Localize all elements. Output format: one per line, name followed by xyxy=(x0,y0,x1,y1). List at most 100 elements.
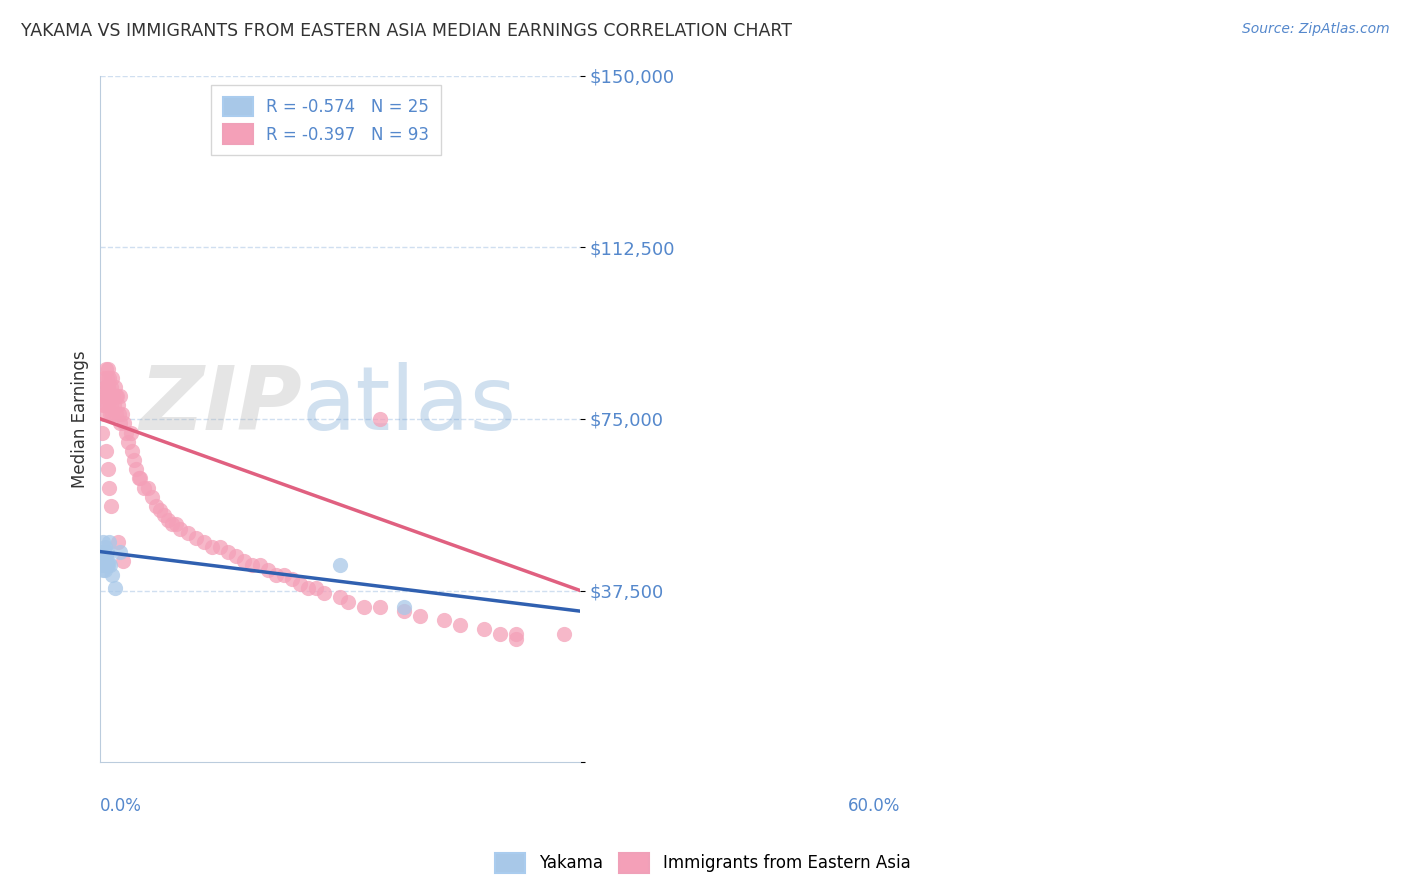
Text: 60.0%: 60.0% xyxy=(848,797,900,814)
Point xyxy=(96,554,118,568)
Text: Source: ZipAtlas.com: Source: ZipAtlas.com xyxy=(1241,22,1389,37)
Point xyxy=(94,540,117,554)
Legend: R = -0.574   N = 25, R = -0.397   N = 93: R = -0.574 N = 25, R = -0.397 N = 93 xyxy=(211,86,440,155)
Point xyxy=(186,531,208,545)
Point xyxy=(110,544,132,558)
Point xyxy=(240,558,263,573)
Point xyxy=(297,581,319,595)
Point xyxy=(266,567,288,582)
Point xyxy=(329,591,352,605)
Point xyxy=(94,380,117,394)
Point xyxy=(257,563,280,577)
Text: 0.0%: 0.0% xyxy=(100,797,142,814)
Point xyxy=(290,576,312,591)
Point xyxy=(96,370,118,384)
Point xyxy=(329,558,352,573)
Point xyxy=(100,499,122,513)
Point xyxy=(94,361,117,376)
Point xyxy=(165,517,187,532)
Point xyxy=(111,554,134,568)
Point xyxy=(111,407,134,421)
Point xyxy=(553,627,575,641)
Text: ZIP: ZIP xyxy=(139,361,302,449)
Point xyxy=(98,389,121,403)
Point xyxy=(128,471,150,485)
Point xyxy=(104,581,127,595)
Point xyxy=(489,627,512,641)
Point xyxy=(96,544,118,558)
Point xyxy=(93,554,115,568)
Point xyxy=(157,512,180,526)
Point xyxy=(100,380,122,394)
Point xyxy=(96,361,118,376)
Point xyxy=(409,608,432,623)
Point xyxy=(193,535,215,549)
Point xyxy=(91,535,114,549)
Point xyxy=(105,389,128,403)
Point xyxy=(94,380,117,394)
Point xyxy=(125,462,148,476)
Point xyxy=(505,627,527,641)
Point xyxy=(98,407,121,421)
Point xyxy=(120,425,142,440)
Point xyxy=(93,389,115,403)
Point xyxy=(249,558,271,573)
Point xyxy=(101,370,124,384)
Point xyxy=(90,558,112,573)
Point xyxy=(138,481,160,495)
Point xyxy=(97,558,120,573)
Point xyxy=(94,554,117,568)
Point xyxy=(101,567,124,582)
Point xyxy=(98,558,121,573)
Point xyxy=(104,389,127,403)
Point xyxy=(122,453,145,467)
Point xyxy=(162,517,184,532)
Point xyxy=(94,563,117,577)
Point xyxy=(110,389,132,403)
Point xyxy=(98,481,121,495)
Point xyxy=(112,417,135,431)
Point xyxy=(177,526,200,541)
Point xyxy=(100,398,122,412)
Point xyxy=(91,398,114,412)
Point xyxy=(337,595,360,609)
Point xyxy=(108,417,131,431)
Point xyxy=(107,398,129,412)
Point xyxy=(394,604,416,618)
Point xyxy=(91,563,114,577)
Point xyxy=(94,558,117,573)
Point xyxy=(93,370,115,384)
Point xyxy=(314,586,336,600)
Point xyxy=(100,407,122,421)
Point xyxy=(91,425,114,440)
Point xyxy=(115,425,138,440)
Point xyxy=(96,380,118,394)
Point xyxy=(153,508,176,522)
Point xyxy=(305,581,328,595)
Point xyxy=(94,444,117,458)
Point xyxy=(93,389,115,403)
Point xyxy=(149,503,172,517)
Point xyxy=(93,407,115,421)
Point xyxy=(145,499,167,513)
Point xyxy=(281,572,304,586)
Point xyxy=(472,623,495,637)
Point xyxy=(98,535,121,549)
Point xyxy=(93,549,115,564)
Point xyxy=(97,398,120,412)
Point xyxy=(94,549,117,564)
Point xyxy=(449,618,471,632)
Y-axis label: Median Earnings: Median Earnings xyxy=(72,350,89,488)
Point xyxy=(209,540,232,554)
Point xyxy=(233,554,256,568)
Point xyxy=(201,540,224,554)
Text: atlas: atlas xyxy=(302,361,517,449)
Point xyxy=(96,558,118,573)
Point xyxy=(273,567,295,582)
Point xyxy=(353,599,375,614)
Point xyxy=(225,549,247,564)
Point xyxy=(96,462,118,476)
Point xyxy=(93,558,115,573)
Point xyxy=(105,407,128,421)
Point xyxy=(107,535,129,549)
